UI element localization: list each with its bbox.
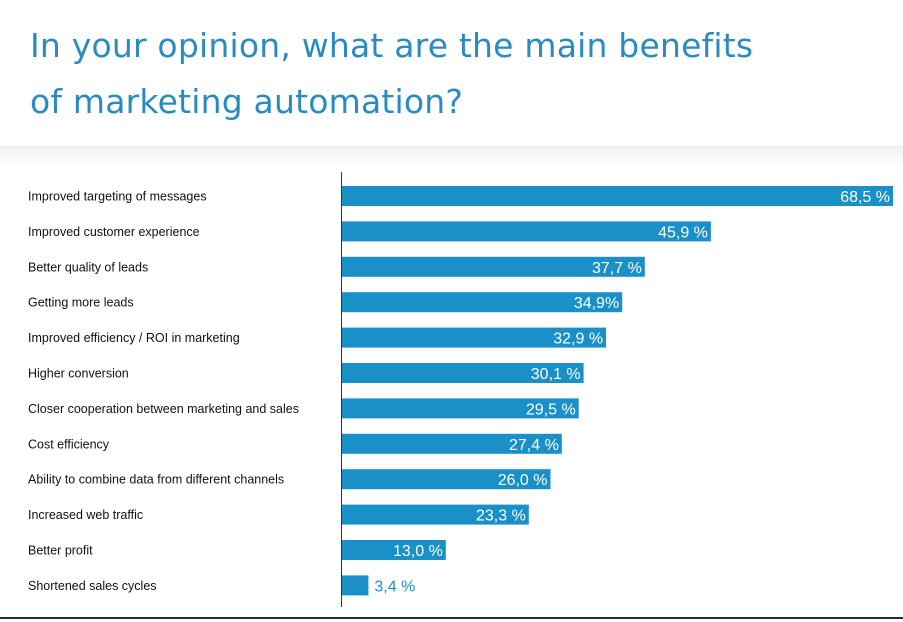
bar bbox=[341, 398, 579, 419]
chart-title-line-2: of marketing automation? bbox=[30, 82, 464, 121]
bar bbox=[341, 504, 529, 525]
category-label: Better quality of leads bbox=[28, 260, 148, 274]
category-label: Higher conversion bbox=[28, 367, 129, 381]
bar bbox=[341, 186, 893, 206]
category-label: Improved targeting of messages bbox=[28, 190, 207, 204]
bar bbox=[341, 327, 607, 348]
category-label: Getting more leads bbox=[28, 296, 134, 310]
category-label: Cost efficiency bbox=[28, 437, 110, 451]
category-label: Improved efficiency / ROI in marketing bbox=[28, 331, 240, 345]
bar bbox=[341, 221, 711, 242]
bar bbox=[341, 433, 562, 454]
bar bbox=[341, 256, 645, 277]
bottom-rule bbox=[0, 617, 903, 619]
value-label: 29,5 % bbox=[526, 401, 576, 418]
bar bbox=[341, 363, 584, 383]
value-label: 45,9 % bbox=[658, 224, 708, 241]
title-area: In your opinion, what are the main benef… bbox=[0, 0, 903, 146]
value-labels-group: 68,5 % 45,9 % 37,7 % 34,9% 32,9 % 30,1 % 29,5 … bbox=[374, 189, 890, 595]
bar bbox=[341, 469, 551, 490]
category-label: Closer cooperation between marketing and… bbox=[28, 402, 299, 416]
value-label: 26,0 % bbox=[498, 472, 548, 489]
bar bbox=[341, 292, 623, 313]
value-label: 30,1 % bbox=[531, 366, 581, 383]
category-label: Increased web traffic bbox=[28, 508, 143, 522]
value-label: 3,4 % bbox=[374, 578, 415, 595]
bar bbox=[341, 540, 446, 560]
value-label: 37,7 % bbox=[592, 260, 642, 277]
value-label: 23,3 % bbox=[476, 508, 526, 525]
value-label: 68,5 % bbox=[840, 189, 890, 206]
value-label: 27,4 % bbox=[509, 437, 559, 454]
chart-title-line-1: In your opinion, what are the main benef… bbox=[30, 26, 754, 65]
bar bbox=[341, 575, 369, 596]
value-label: 32,9 % bbox=[553, 331, 603, 348]
category-label: Ability to combine data from different c… bbox=[28, 473, 284, 487]
category-label: Better profit bbox=[28, 544, 93, 558]
value-label: 34,9% bbox=[574, 295, 619, 312]
value-label: 13,0 % bbox=[393, 543, 443, 560]
category-label: Shortened sales cycles bbox=[28, 579, 157, 593]
category-labels-group: Improved targeting of messages Improved c… bbox=[28, 190, 299, 593]
category-label: Improved customer experience bbox=[28, 225, 200, 239]
bars-group bbox=[341, 186, 893, 596]
